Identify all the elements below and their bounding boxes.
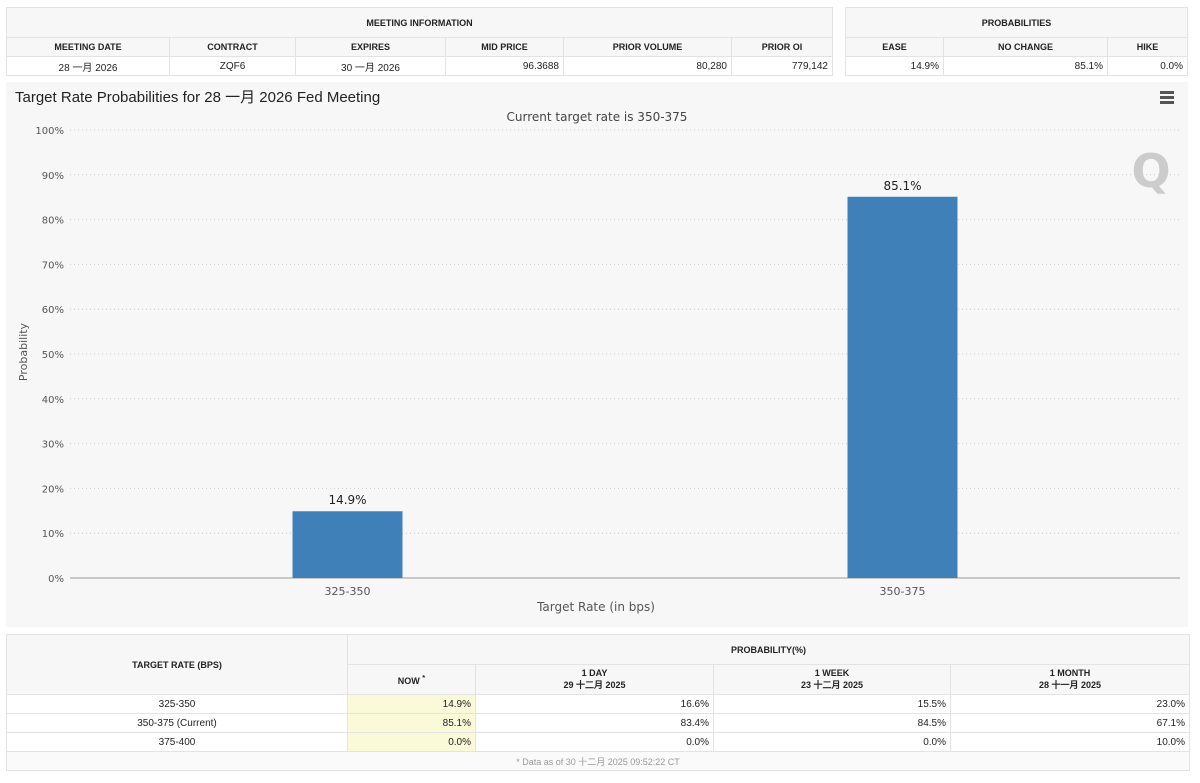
table-row: 325-350 14.9% 16.6% 15.5% 23.0% <box>6 694 1190 714</box>
header-1-week: 1 WEEK 23 十二月 2025 <box>713 664 951 695</box>
table-row: 375-400 0.0% 0.0% 0.0% 10.0% <box>6 732 1190 752</box>
header-probability: PROBABILITY(%) <box>347 634 1190 665</box>
probability-cell: 23.0% <box>950 694 1190 714</box>
header-1-day: 1 DAY 29 十二月 2025 <box>475 664 714 695</box>
probability-cell: 16.6% <box>475 694 714 714</box>
chart-subtitle: Current target rate is 350-375 <box>507 110 688 124</box>
y-tick-label: 80% <box>42 216 64 227</box>
probability-cell: 15.5% <box>713 694 951 714</box>
y-tick-label: 40% <box>42 395 64 406</box>
probability-cell: 0.0% <box>713 732 951 752</box>
y-tick-label: 0% <box>48 574 64 585</box>
header-mid-price: MID PRICE <box>445 37 564 57</box>
probability-cell: 14.9% <box>347 694 476 714</box>
header-target-rate: TARGET RATE (BPS) <box>6 634 348 695</box>
bar-chart: Current target rate is 350-375 Q 0% 10% 20… <box>17 110 1180 614</box>
header-expires: EXPIRES <box>295 37 446 57</box>
meeting-info-title: MEETING INFORMATION <box>6 7 833 38</box>
chart-menu-button[interactable] <box>1160 91 1174 106</box>
data-label: 85.1% <box>883 179 921 193</box>
contract: ZQF6 <box>169 56 296 76</box>
header-prior-oi: PRIOR OI <box>731 37 833 57</box>
data-timestamp-footnote: * Data as of 30 十二月 2025 09:52:22 CT <box>6 751 1190 771</box>
target-rate-cell: 375-400 <box>6 732 348 752</box>
y-tick-label: 50% <box>42 350 64 361</box>
probability-cell: 67.1% <box>950 713 1190 733</box>
hike-value: 0.0% <box>1107 56 1188 76</box>
header-meeting-date: MEETING DATE <box>6 37 170 57</box>
probability-cell: 10.0% <box>950 732 1190 752</box>
x-tick-label: 325-350 <box>325 585 371 598</box>
y-tick-label: 10% <box>42 529 64 540</box>
expires: 30 一月 2026 <box>295 56 446 76</box>
meeting-information-table: MEETING INFORMATION MEETING DATE CONTRAC… <box>6 7 833 76</box>
probabilities-title: PROBABILITIES <box>845 7 1188 38</box>
bar-325-350[interactable] <box>292 511 403 578</box>
y-tick-label: 100% <box>35 126 64 137</box>
header-1-month: 1 MONTH 28 十一月 2025 <box>950 664 1190 695</box>
prior-oi: 779,142 <box>731 56 833 76</box>
y-tick-label: 30% <box>42 440 64 451</box>
y-axis-label: Probability <box>17 322 30 381</box>
x-tick-label: 350-375 <box>880 585 926 598</box>
probability-cell: 83.4% <box>475 713 714 733</box>
y-tick-label: 20% <box>42 484 64 495</box>
watermark-q-logo: Q <box>1131 144 1170 198</box>
header-ease: EASE <box>845 37 944 57</box>
y-tick-label: 70% <box>42 260 64 271</box>
chart-panel: Target Rate Probabilities for 28 一月 2026… <box>6 82 1188 627</box>
chart-title: Target Rate Probabilities for 28 一月 2026… <box>15 89 381 106</box>
probabilities-table: PROBABILITIES EASE NO CHANGE HIKE 14.9% … <box>845 7 1188 76</box>
y-tick-label: 60% <box>42 305 64 316</box>
probability-cell: 0.0% <box>475 732 714 752</box>
prior-volume: 80,280 <box>563 56 732 76</box>
probability-cell: 84.5% <box>713 713 951 733</box>
table-row: 350-375 (Current) 85.1% 83.4% 84.5% 67.1% <box>6 713 1190 733</box>
svg-text:Q: Q <box>1131 144 1170 198</box>
target-rate-cell: 350-375 (Current) <box>6 713 348 733</box>
mid-price: 96.3688 <box>445 56 564 76</box>
ease-value: 14.9% <box>845 56 944 76</box>
header-now: NOW * <box>347 664 476 695</box>
target-rate-cell: 325-350 <box>6 694 348 714</box>
data-label: 14.9% <box>328 493 366 507</box>
probability-cell: 0.0% <box>347 732 476 752</box>
bar-350-375[interactable] <box>847 196 958 578</box>
probability-history-table: TARGET RATE (BPS) PROBABILITY(%) NOW * 1… <box>6 634 1190 771</box>
x-axis-label: Target Rate (in bps) <box>536 600 655 614</box>
meeting-date: 28 一月 2026 <box>6 56 170 76</box>
header-hike: HIKE <box>1107 37 1188 57</box>
header-no-change: NO CHANGE <box>943 37 1108 57</box>
header-prior-volume: PRIOR VOLUME <box>563 37 732 57</box>
probability-cell: 85.1% <box>347 713 476 733</box>
header-contract: CONTRACT <box>169 37 296 57</box>
y-tick-label: 90% <box>42 171 64 182</box>
no-change-value: 85.1% <box>943 56 1108 76</box>
